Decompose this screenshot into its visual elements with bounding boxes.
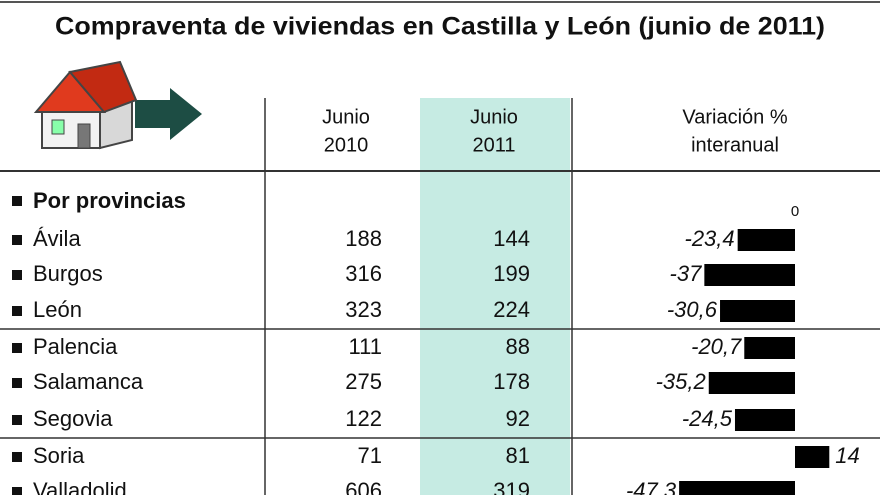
province-name: Palencia: [33, 334, 118, 359]
province-name: Soria: [33, 443, 85, 468]
bullet: [12, 452, 22, 462]
column-header: Junio: [322, 106, 370, 128]
province-name: León: [33, 297, 82, 322]
variation-label: 14: [835, 443, 859, 468]
variation-bar: [734, 409, 795, 431]
column-header: 2011: [472, 134, 515, 156]
value-2010: 71: [358, 443, 382, 468]
value-2010: 188: [345, 226, 382, 251]
column-header: Junio: [470, 106, 518, 128]
variation-label: -30,6: [667, 297, 718, 322]
title: Compraventa de viviendas en Castilla y L…: [55, 13, 825, 41]
value-2011: 81: [506, 443, 530, 468]
variation-bar: [708, 372, 795, 394]
bullet: [12, 306, 22, 316]
bullet: [12, 343, 22, 353]
variation-bar: [679, 481, 795, 495]
value-2011: 144: [493, 226, 530, 251]
variation-label: -37: [670, 261, 703, 286]
value-2011: 224: [493, 297, 530, 322]
value-2011: 319: [493, 478, 530, 495]
column-header: interanual: [691, 134, 779, 156]
province-name: Valladolid: [33, 478, 127, 495]
section-label: Por provincias: [33, 188, 186, 213]
variation-label: -24,5: [682, 406, 733, 431]
zero-tick-label: 0: [791, 203, 799, 220]
house-icon: [33, 60, 202, 150]
value-2010: 323: [345, 297, 382, 322]
bullet: [12, 196, 22, 206]
province-name: Segovia: [33, 406, 113, 431]
bullet: [12, 378, 22, 388]
bullet: [12, 415, 22, 425]
value-2011: 178: [493, 369, 530, 394]
variation-bar: [720, 300, 795, 322]
bullet: [12, 487, 22, 495]
value-2010: 122: [345, 406, 382, 431]
variation-bar: [744, 337, 795, 359]
value-2010: 275: [345, 369, 382, 394]
variation-bar: [737, 229, 795, 251]
value-2011: 88: [506, 334, 530, 359]
value-2011: 199: [493, 261, 530, 286]
variation-label: -23,4: [685, 226, 735, 251]
value-2010: 111: [349, 334, 382, 359]
highlight-column: [420, 98, 570, 495]
bullet: [12, 235, 22, 245]
variation-label: -47,3: [626, 478, 677, 495]
column-header: Variación %: [682, 106, 787, 128]
column-header: 2010: [324, 134, 369, 156]
value-2010: 316: [345, 261, 382, 286]
province-name: Burgos: [33, 261, 103, 286]
province-name: Salamanca: [33, 369, 144, 394]
value-2011: 92: [506, 406, 530, 431]
bullet: [12, 270, 22, 280]
value-2010: 606: [345, 478, 382, 495]
province-name: Ávila: [33, 226, 81, 251]
variation-label: -20,7: [691, 334, 742, 359]
variation-label: -35,2: [656, 369, 706, 394]
variation-bar: [704, 264, 795, 286]
variation-bar: [795, 446, 830, 468]
